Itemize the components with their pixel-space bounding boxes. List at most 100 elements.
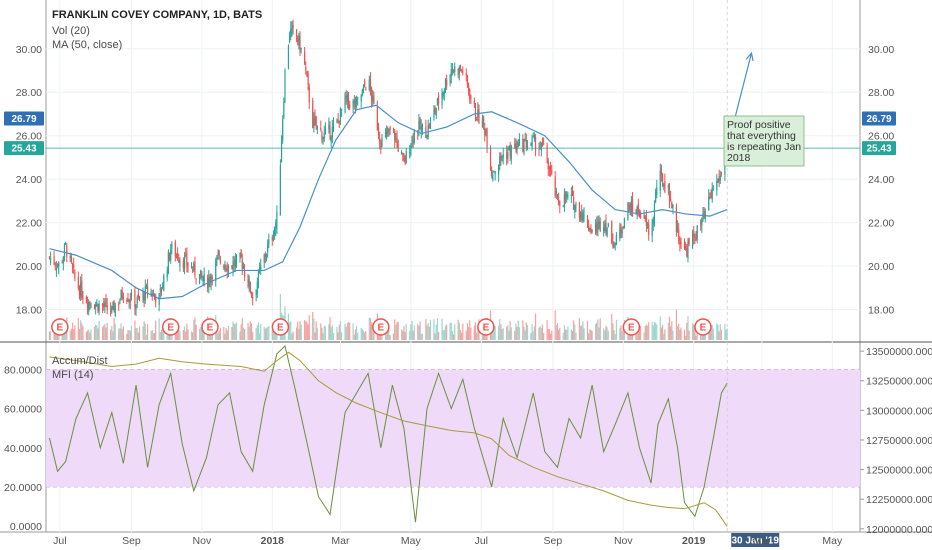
candle-body xyxy=(551,170,553,174)
candle-body xyxy=(473,100,475,104)
volume-bar xyxy=(187,329,189,340)
volume-bar xyxy=(622,327,624,340)
candle-body xyxy=(360,95,362,102)
annotations[interactable]: 26.79 26.79 25.43 25.43 30 Jan '19 Proof posi… xyxy=(4,0,896,547)
chart-title: FRANKLIN COVEY COMPANY, 1D, BATS xyxy=(52,9,262,21)
volume-bar xyxy=(129,330,131,340)
candle-body xyxy=(284,69,286,101)
earnings-marker[interactable] xyxy=(201,318,219,336)
candle-body xyxy=(485,131,487,133)
candle-body xyxy=(71,264,74,268)
volume-bar xyxy=(418,325,420,340)
candle-body xyxy=(283,101,285,118)
volume-bar xyxy=(678,323,680,340)
candle-body xyxy=(670,198,672,202)
volume-bar xyxy=(562,332,564,340)
candle-body xyxy=(183,257,186,269)
volume-bar xyxy=(225,328,227,340)
price-axis-label-right: 24.00 xyxy=(868,174,894,186)
price-axis-label-left: 30.00 xyxy=(16,44,42,56)
volume-bar xyxy=(640,325,642,340)
volume-bar xyxy=(718,331,720,340)
volume-bar xyxy=(186,323,188,340)
mfi-line xyxy=(48,344,728,523)
volume-bar xyxy=(652,325,654,340)
volume-bar xyxy=(314,332,316,340)
volume-bar xyxy=(299,320,301,340)
candle-body xyxy=(413,129,415,144)
candle-body xyxy=(137,293,139,298)
volume-bar xyxy=(434,333,436,340)
note-text-line: that everything xyxy=(727,130,796,142)
candle-body xyxy=(518,139,520,145)
candle-body xyxy=(678,229,680,241)
candle-body xyxy=(420,126,422,133)
candle-body xyxy=(555,190,557,194)
volume-bar xyxy=(242,327,245,340)
earnings-marker[interactable] xyxy=(271,318,290,336)
candle-body xyxy=(280,141,283,162)
candle-body xyxy=(685,245,687,250)
volume-bar xyxy=(71,322,74,340)
candle-body xyxy=(630,201,632,214)
candle-body xyxy=(710,195,712,198)
volume-bar xyxy=(202,326,204,340)
candle-body xyxy=(578,202,581,218)
volume-bar xyxy=(680,327,682,340)
candle-body xyxy=(219,258,221,263)
candle-body xyxy=(331,126,333,138)
volume-bar xyxy=(162,325,164,340)
candle-body xyxy=(466,75,469,85)
candle-body xyxy=(661,174,664,187)
candle-body xyxy=(507,152,509,159)
candle-body xyxy=(655,191,657,203)
volume-bar xyxy=(69,330,71,340)
volume-bar xyxy=(257,322,260,340)
time-axis-label: Mar xyxy=(331,535,350,547)
candle-body xyxy=(709,197,711,200)
candle-body xyxy=(394,131,396,141)
volume-bar xyxy=(178,329,180,340)
time-axis-label: Sep xyxy=(122,535,141,547)
earnings-marker[interactable] xyxy=(161,318,180,336)
price-badge-left xyxy=(4,111,44,126)
candle-body xyxy=(686,247,688,257)
candle-body xyxy=(98,303,100,312)
candle-body xyxy=(78,289,81,297)
earnings-marker[interactable] xyxy=(694,318,712,336)
candle-body xyxy=(353,100,355,104)
candle-body xyxy=(66,246,68,257)
candle-body xyxy=(235,254,238,264)
candle-body xyxy=(452,69,455,71)
earnings-marker[interactable] xyxy=(51,318,69,336)
volume-bar xyxy=(247,323,249,340)
candle-body xyxy=(586,216,589,228)
candle-body xyxy=(643,215,645,219)
volume-bar xyxy=(145,334,148,340)
candle-body xyxy=(249,282,251,293)
volume-bar xyxy=(372,324,374,340)
volume-bar xyxy=(235,322,238,340)
volume-bar xyxy=(670,326,672,340)
volume-bar xyxy=(122,326,124,340)
volume-bar xyxy=(190,331,193,340)
volume-bar xyxy=(725,329,727,340)
candle-body xyxy=(77,277,79,289)
earnings-marker[interactable] xyxy=(372,318,390,336)
candle-body xyxy=(305,67,307,71)
volume-bar xyxy=(198,328,201,340)
volume-bar xyxy=(101,327,104,340)
volume-bar xyxy=(268,325,270,340)
earnings-marker[interactable] xyxy=(622,318,641,336)
candle-body xyxy=(364,80,366,87)
volume-bar xyxy=(667,322,669,340)
mfi-axis-label: 80.0000 xyxy=(4,364,42,376)
note-box[interactable] xyxy=(723,115,805,167)
volume-bar xyxy=(621,330,623,340)
volume-bar xyxy=(194,317,196,340)
earnings-marker[interactable] xyxy=(477,318,495,336)
candle-body xyxy=(89,303,91,305)
price-axis-label-left: 18.00 xyxy=(16,305,42,317)
